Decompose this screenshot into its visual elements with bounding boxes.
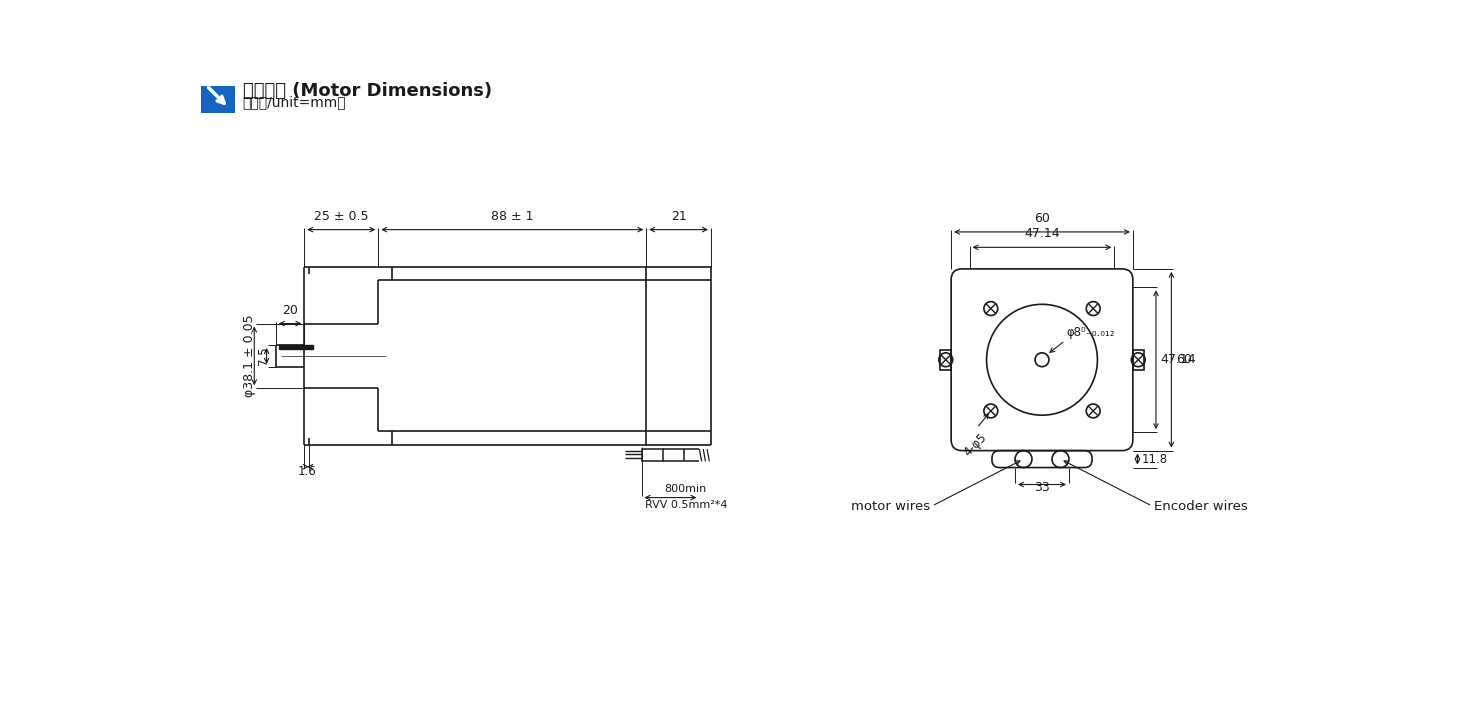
Text: 60: 60	[1034, 212, 1050, 225]
Text: motor wires: motor wires	[851, 500, 930, 513]
Text: 33: 33	[1034, 481, 1050, 494]
Bar	[201, 79, 235, 113]
Bar	[642, 449, 663, 462]
Text: 47.14: 47.14	[1024, 228, 1059, 240]
Text: 20: 20	[282, 304, 298, 317]
Text: 1.6: 1.6	[297, 464, 316, 477]
Text: 25 ± 0.5: 25 ± 0.5	[314, 210, 369, 222]
Text: Encoder wires: Encoder wires	[1153, 500, 1247, 513]
Text: φ8⁰₋₀.₀₁₂: φ8⁰₋₀.₀₁₂	[1066, 326, 1115, 339]
Text: 4-φ5: 4-φ5	[961, 431, 990, 459]
Text: 60: 60	[1177, 354, 1191, 366]
Bar	[1133, 350, 1144, 370]
Text: 21: 21	[671, 210, 686, 222]
Bar	[940, 350, 950, 370]
Text: φ38.1 ± 0.05: φ38.1 ± 0.05	[244, 315, 256, 397]
Text: 88 ± 1: 88 ± 1	[491, 210, 533, 222]
Text: 11.8: 11.8	[1141, 453, 1168, 466]
Text: 电机尺寸 (Motor Dimensions): 电机尺寸 (Motor Dimensions)	[242, 82, 492, 100]
Polygon shape	[279, 345, 313, 349]
Text: 47.14: 47.14	[1161, 354, 1196, 366]
Text: 7.5: 7.5	[257, 346, 270, 365]
Text: （单位/unit=mm）: （单位/unit=mm）	[242, 95, 347, 109]
Text: RVV 0.5mm²*4: RVV 0.5mm²*4	[645, 500, 727, 510]
Text: 800min: 800min	[665, 484, 707, 494]
